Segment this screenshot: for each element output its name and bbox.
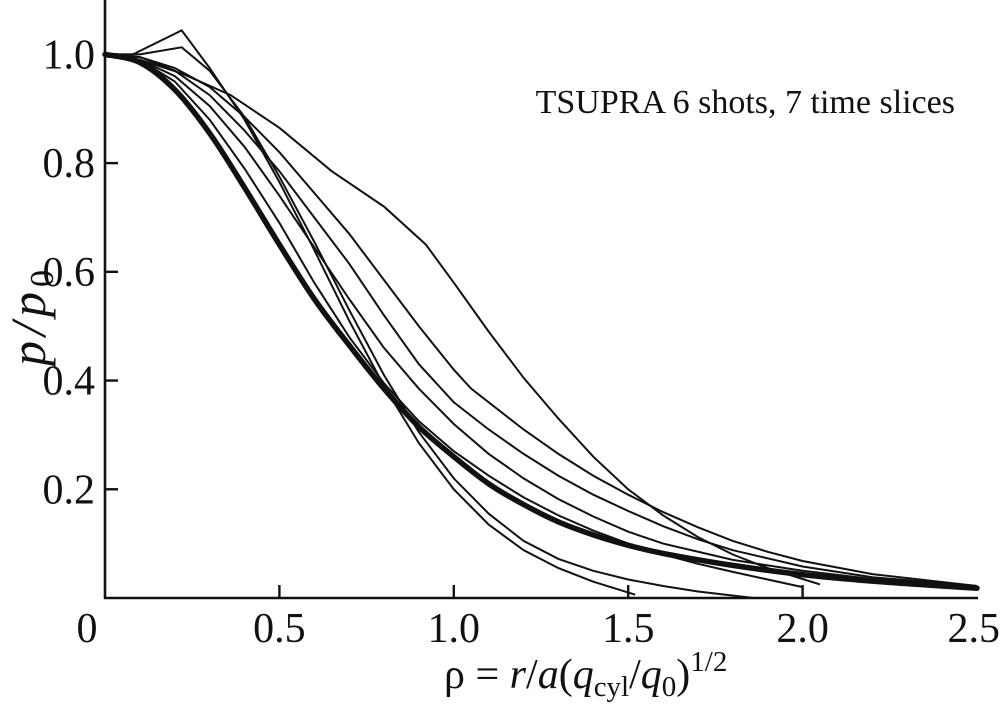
profile-curve-6: [104, 53, 803, 589]
tick-labels-group: 0 0.5 1.0 1.5 2.0 2.5 0.2 0.4 0.6 0.8 1.0: [43, 32, 1001, 652]
profile-curve-2: [105, 46, 754, 599]
x-label-part: /: [629, 652, 641, 698]
x-axis-label: ρ = r/a(qcyl/q0)1/2: [444, 646, 727, 703]
annotation-text: TSUPRA 6 shots, 7 time slices: [536, 84, 955, 121]
tick-marks-group: [105, 53, 804, 598]
y-axis-label: p/p0: [0, 270, 61, 369]
y-label-subscript: 0: [24, 270, 61, 287]
x-label-part: q: [573, 652, 594, 698]
profile-curve-5: [104, 53, 978, 587]
x-label-part: a: [538, 652, 559, 698]
x-label-subscript: cyl: [594, 671, 629, 703]
profile-curve-3: [104, 53, 821, 586]
x-label-part: ): [676, 652, 690, 698]
x-label-part: q: [641, 652, 662, 698]
x-label-subscript: 0: [662, 671, 677, 703]
curves-group: [102, 29, 980, 599]
x-label-part: r: [510, 652, 527, 698]
y-label-part: p: [0, 336, 56, 369]
y-tick-label: 0.2: [43, 467, 96, 513]
x-tick-label: 2.5: [948, 606, 1001, 652]
x-label-part: (: [559, 652, 573, 698]
y-tick-label: 0.8: [43, 141, 96, 187]
y-tick-label: 0.6: [43, 250, 96, 296]
x-tick-label: 2.0: [776, 606, 829, 652]
x-tick-label: 0: [77, 606, 98, 652]
profile-curve-7: [104, 53, 978, 589]
x-tick-label: 0.5: [253, 606, 306, 652]
y-label-part: /: [0, 317, 56, 339]
profile-curve-1: [105, 29, 636, 596]
y-tick-label: 0.4: [43, 359, 96, 405]
y-tick-label: 1.0: [43, 32, 96, 78]
y-label-part: p: [0, 287, 56, 320]
bold-curve: [102, 51, 980, 591]
x-label-superscript: 1/2: [690, 646, 727, 678]
x-tick-label: 1.0: [428, 606, 481, 652]
x-label-part: ρ =: [444, 652, 510, 698]
profile-curve-4: [104, 53, 978, 587]
x-label-part: /: [526, 652, 538, 698]
x-tick-label: 1.5: [602, 606, 655, 652]
